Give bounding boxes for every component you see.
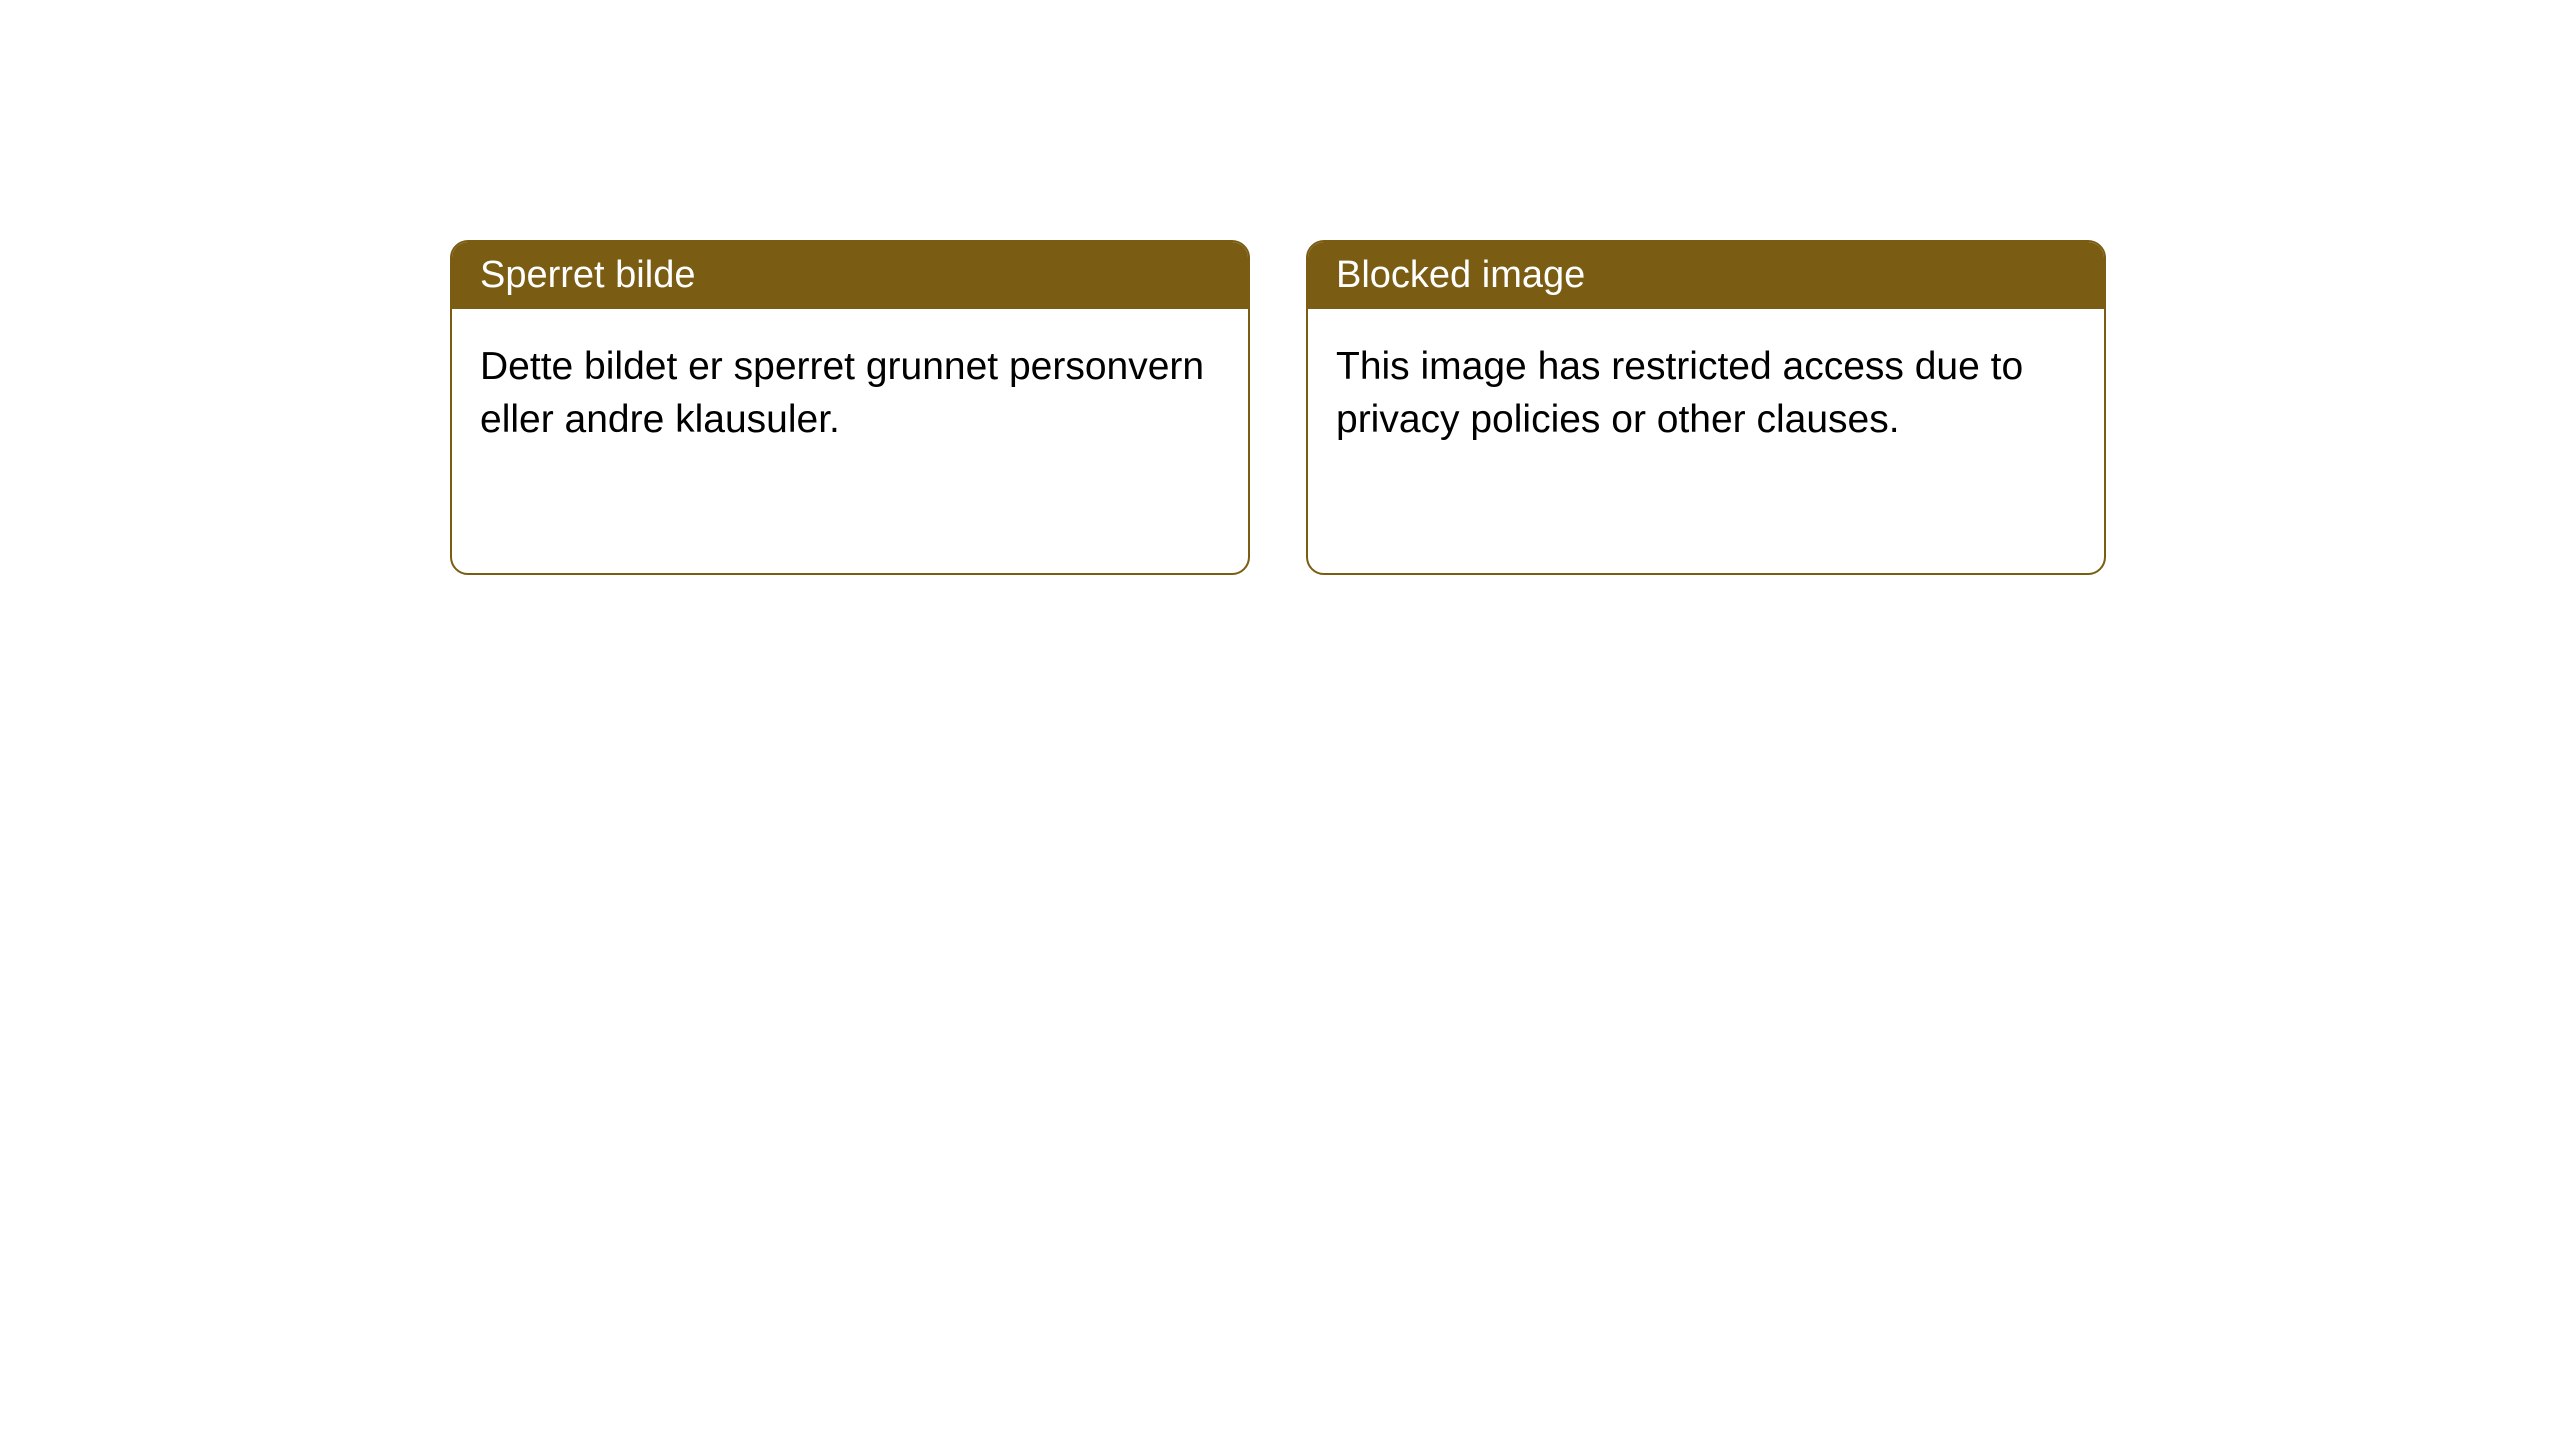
blocked-image-card-en: Blocked image This image has restricted …	[1306, 240, 2106, 575]
card-body-no: Dette bildet er sperret grunnet personve…	[452, 309, 1248, 478]
card-body-text-no: Dette bildet er sperret grunnet personve…	[480, 345, 1204, 441]
card-header-no: Sperret bilde	[452, 242, 1248, 309]
card-title-no: Sperret bilde	[480, 254, 695, 296]
blocked-image-card-no: Sperret bilde Dette bildet er sperret gr…	[450, 240, 1250, 575]
card-body-en: This image has restricted access due to …	[1308, 309, 2104, 478]
card-body-text-en: This image has restricted access due to …	[1336, 345, 2023, 441]
cards-container: Sperret bilde Dette bildet er sperret gr…	[0, 0, 2560, 575]
card-title-en: Blocked image	[1336, 254, 1585, 296]
card-header-en: Blocked image	[1308, 242, 2104, 309]
